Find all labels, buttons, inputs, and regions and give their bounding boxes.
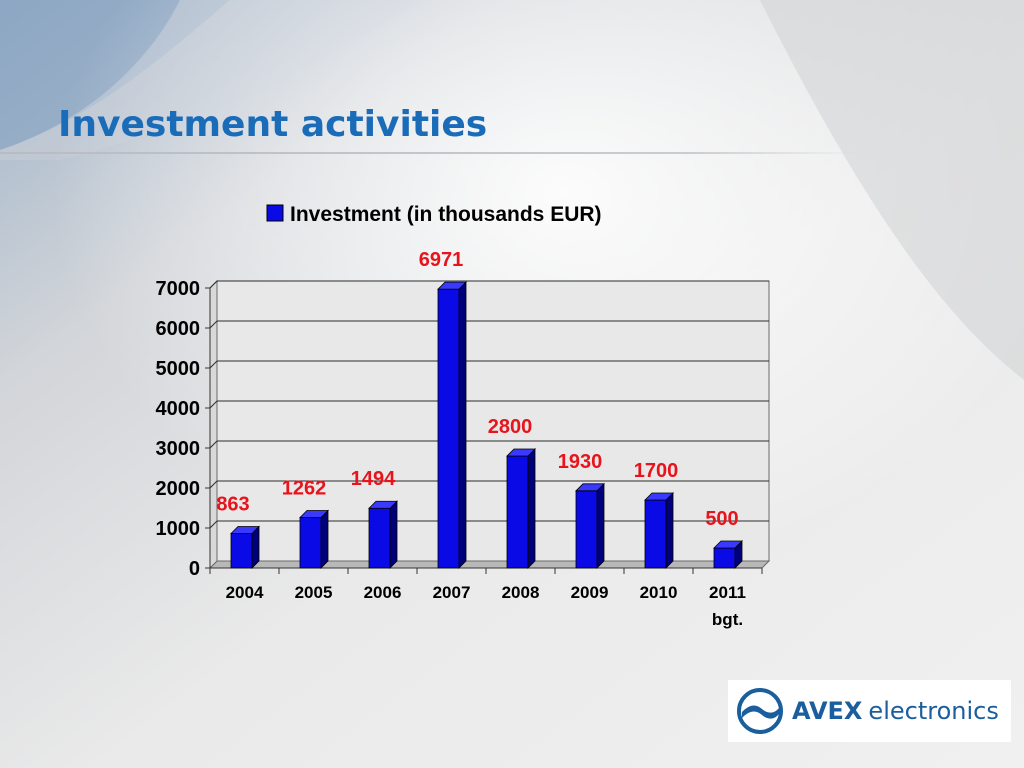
bar-top bbox=[368, 500, 398, 509]
bar-front bbox=[230, 533, 253, 569]
title-divider bbox=[0, 152, 860, 154]
logo-brand: AVEX bbox=[792, 697, 863, 725]
y-tick-label: 1000 bbox=[156, 518, 201, 540]
data-label: 1262 bbox=[282, 478, 327, 500]
company-logo: AVEX electronics bbox=[728, 680, 1011, 742]
logo-subtitle: electronics bbox=[868, 697, 999, 725]
bar-front bbox=[437, 288, 460, 569]
bar bbox=[644, 492, 674, 569]
x-tick-label: 2008 bbox=[502, 583, 540, 602]
legend: Investment (in thousands EUR) bbox=[266, 203, 602, 226]
bar-top bbox=[644, 492, 674, 501]
y-tick-label: 0 bbox=[189, 558, 200, 580]
slide-title: Investment activities bbox=[58, 104, 488, 145]
bar-front bbox=[299, 517, 322, 569]
legend-swatch bbox=[266, 204, 284, 222]
gridline bbox=[209, 400, 769, 409]
bar-front bbox=[644, 499, 667, 569]
data-label: 863 bbox=[216, 493, 249, 515]
data-label: 1494 bbox=[351, 468, 396, 490]
data-label: 1930 bbox=[558, 451, 603, 473]
bar-top bbox=[575, 483, 605, 492]
x-tick-label: 2005 bbox=[295, 583, 333, 602]
bar bbox=[713, 540, 743, 569]
bar bbox=[230, 525, 260, 569]
wave-logo-icon bbox=[737, 688, 783, 734]
y-tick-label: 3000 bbox=[156, 438, 201, 460]
legend-label: Investment (in thousands EUR) bbox=[290, 203, 602, 226]
y-tick-label: 5000 bbox=[156, 358, 201, 380]
gridline bbox=[209, 360, 769, 369]
bar-side bbox=[320, 509, 329, 569]
x-tick-label: 2004 bbox=[226, 583, 264, 602]
bar-front bbox=[713, 547, 736, 569]
data-label: 2800 bbox=[488, 416, 533, 438]
y-axis-ticks: 0 1000 2000 3000 4000 5000 6000 7000 bbox=[156, 278, 211, 580]
gridline bbox=[209, 480, 769, 489]
data-label: 500 bbox=[705, 508, 738, 530]
y-tick-label: 4000 bbox=[156, 398, 201, 420]
bar bbox=[368, 500, 398, 569]
bar-top bbox=[713, 540, 743, 549]
x-tick-label: 2007 bbox=[433, 583, 471, 602]
bar-side bbox=[665, 492, 674, 569]
plot-floor bbox=[208, 560, 771, 569]
bar-top bbox=[437, 281, 467, 290]
x-tick-label: 2006 bbox=[364, 583, 402, 602]
bar-side bbox=[596, 482, 605, 569]
bar-side bbox=[458, 281, 467, 569]
bar-top bbox=[506, 448, 536, 457]
bar-side bbox=[527, 448, 536, 569]
gridline bbox=[209, 280, 769, 289]
gridline bbox=[209, 320, 769, 329]
y-tick-label: 6000 bbox=[156, 318, 201, 340]
bar-top bbox=[230, 526, 260, 534]
x-tick-label: 2011 bgt. bbox=[709, 583, 746, 629]
y-tick-label: 7000 bbox=[156, 278, 201, 300]
bars bbox=[230, 281, 743, 569]
bar bbox=[437, 281, 467, 569]
data-labels: 863 1262 1494 6971 2800 1930 1700 500 bbox=[216, 249, 738, 530]
bar-front bbox=[368, 507, 391, 569]
bar bbox=[506, 448, 536, 569]
gridline bbox=[209, 440, 769, 449]
x-tick-label: 2010 bbox=[640, 583, 678, 602]
bar-side bbox=[389, 500, 398, 569]
data-label: 6971 bbox=[419, 249, 464, 271]
bar bbox=[299, 509, 329, 569]
data-label: 1700 bbox=[634, 460, 679, 482]
bar-front bbox=[575, 490, 598, 569]
x-axis-ticks: 2004 2005 2006 2007 2008 2009 2010 2011 bgt. bbox=[209, 567, 763, 629]
bar bbox=[575, 482, 605, 569]
bar-top bbox=[299, 510, 329, 518]
y-tick-label: 2000 bbox=[156, 478, 201, 500]
x-tick-label: 2009 bbox=[571, 583, 609, 602]
bar-front bbox=[506, 455, 529, 569]
